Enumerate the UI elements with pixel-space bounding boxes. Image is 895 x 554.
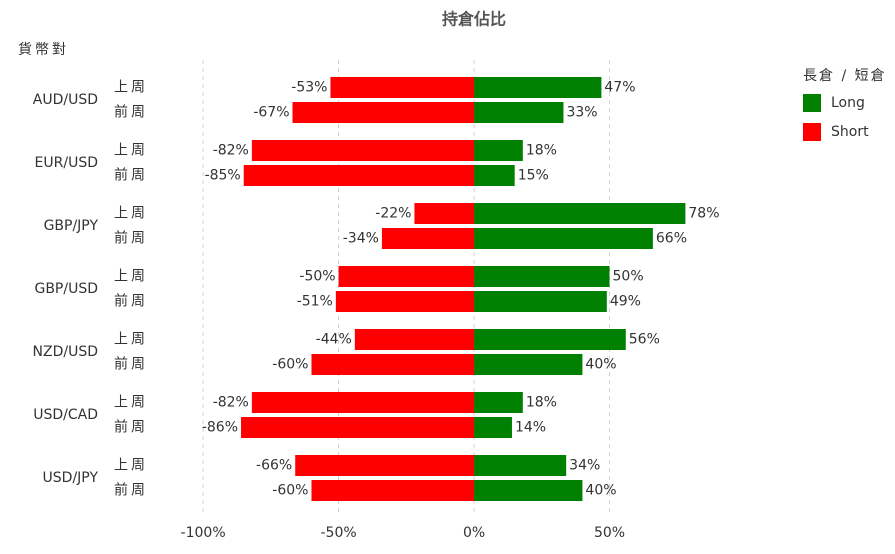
bar <box>474 140 523 161</box>
x-tick-label: 0% <box>463 525 485 541</box>
bar <box>251 140 475 161</box>
value-label: 40% <box>585 357 616 373</box>
bar <box>330 77 475 98</box>
bar <box>474 266 610 287</box>
bar <box>474 291 607 312</box>
value-label: 47% <box>604 80 635 96</box>
subcategory-label: 前周 <box>114 230 148 247</box>
bar <box>474 392 523 413</box>
category-label: USD/JPY <box>43 470 99 486</box>
legend-swatch <box>803 123 821 141</box>
value-label: 33% <box>566 105 597 121</box>
bar <box>241 417 475 438</box>
bar <box>474 228 653 249</box>
subcategory-label: 前周 <box>114 482 148 499</box>
bar <box>311 480 475 501</box>
bar <box>335 291 475 312</box>
value-label: -86% <box>202 420 238 436</box>
value-label: -51% <box>297 294 333 310</box>
bar <box>251 392 475 413</box>
value-label: -67% <box>253 105 289 121</box>
bar <box>474 102 564 123</box>
bar <box>311 354 475 375</box>
legend-label: Long <box>831 95 865 111</box>
subcategory-label: 上周 <box>114 269 148 285</box>
bar <box>295 455 475 476</box>
bar <box>381 228 475 249</box>
bar <box>474 77 602 98</box>
value-label: 50% <box>613 269 644 285</box>
subcategory-label: 前周 <box>114 167 148 184</box>
value-label: 14% <box>515 420 546 436</box>
subcategory-label: 上周 <box>114 143 148 159</box>
subcategory-label: 上周 <box>114 332 148 348</box>
value-label: 40% <box>585 483 616 499</box>
bar <box>474 417 512 438</box>
subcategory-label: 前周 <box>114 104 148 121</box>
category-label: NZD/USD <box>33 344 98 360</box>
bar <box>474 165 515 186</box>
category-label: GBP/JPY <box>44 218 99 234</box>
category-label: AUD/USD <box>33 92 98 108</box>
bar <box>292 102 475 123</box>
value-label: 66% <box>656 231 687 247</box>
value-label: -82% <box>213 395 249 411</box>
value-label: 18% <box>526 143 557 159</box>
value-label: -60% <box>272 357 308 373</box>
subcategory-label: 上周 <box>114 80 148 96</box>
value-label: 56% <box>629 332 660 348</box>
value-label: -44% <box>316 332 352 348</box>
bar <box>474 354 583 375</box>
category-label: USD/CAD <box>33 407 98 423</box>
category-label: EUR/USD <box>35 155 98 171</box>
bar <box>474 455 567 476</box>
value-label: -22% <box>375 206 411 222</box>
legend-swatch <box>803 94 821 112</box>
bar <box>243 165 475 186</box>
value-label: -60% <box>272 483 308 499</box>
value-label: -82% <box>213 143 249 159</box>
value-label: -34% <box>343 231 379 247</box>
bar <box>474 203 686 224</box>
subcategory-label: 上周 <box>114 458 148 474</box>
subcategory-label: 前周 <box>114 419 148 436</box>
bar <box>354 329 475 350</box>
category-label: GBP/USD <box>34 281 98 297</box>
subcategory-label: 上周 <box>114 395 148 411</box>
value-label: -50% <box>299 269 335 285</box>
chart-title: 持倉佔比 <box>442 10 506 29</box>
bar <box>474 480 583 501</box>
value-label: -85% <box>205 168 241 184</box>
value-label: -53% <box>291 80 327 96</box>
bar <box>474 329 626 350</box>
bar <box>414 203 475 224</box>
subcategory-label: 前周 <box>114 293 148 310</box>
value-label: 15% <box>518 168 549 184</box>
legend-label: Short <box>831 124 869 140</box>
legend-title: 長倉 / 短倉 <box>803 68 887 84</box>
y-axis-label: 貨幣對 <box>18 41 69 58</box>
value-label: 34% <box>569 458 600 474</box>
value-label: 18% <box>526 395 557 411</box>
value-label: -66% <box>256 458 292 474</box>
x-tick-label: 50% <box>594 525 625 541</box>
x-tick-label: -100% <box>181 525 226 541</box>
subcategory-label: 前周 <box>114 356 148 373</box>
bar <box>338 266 475 287</box>
x-tick-label: -50% <box>320 525 356 541</box>
value-label: 49% <box>610 294 641 310</box>
subcategory-label: 上周 <box>114 206 148 222</box>
value-label: 78% <box>688 206 719 222</box>
